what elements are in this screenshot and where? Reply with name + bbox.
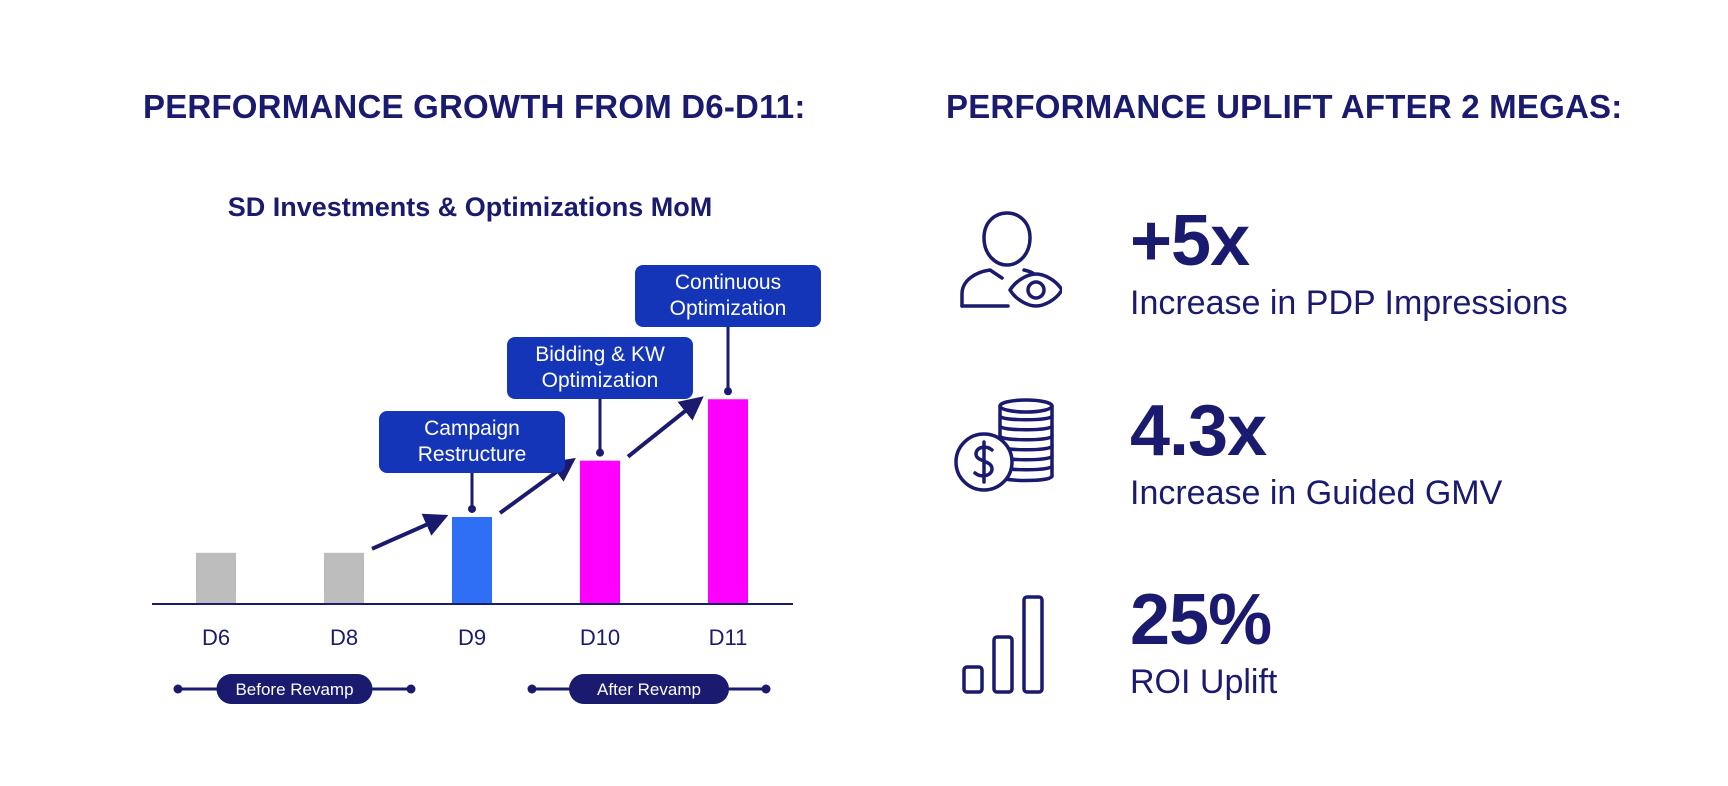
period-label: After Revamp	[597, 680, 701, 699]
bar-d9	[452, 516, 492, 604]
callout-text: Bidding & KW	[535, 343, 665, 366]
callout-box	[507, 337, 693, 399]
metric-value: +5x	[1130, 201, 1250, 281]
growth-arrow	[626, 396, 704, 459]
metric-guided-gmv: 4.3x Increase in Guided GMV	[952, 391, 1692, 546]
callout-d10: Bidding & KW Optimization	[507, 337, 693, 457]
callout-box	[379, 411, 565, 473]
callout-dot	[468, 504, 476, 513]
metric-label: Increase in PDP Impressions	[1130, 284, 1568, 322]
x-tick-label: D9	[458, 625, 486, 650]
callout-text: Restructure	[418, 443, 527, 466]
period-label: Before Revamp	[235, 680, 353, 699]
user-eye-icon	[960, 211, 1062, 308]
chart-title: SD Investments & Optimizations MoM	[227, 192, 713, 222]
coins-dollar-icon	[954, 398, 1054, 492]
x-tick-label: D10	[580, 625, 620, 650]
callout-dot	[596, 448, 604, 457]
bar-chart-icon	[962, 595, 1044, 694]
bar-d11	[708, 399, 748, 604]
callout-text: Campaign	[424, 417, 520, 440]
period-after: After Revamp	[527, 674, 771, 704]
x-tick-label: D6	[202, 625, 230, 650]
period-pill	[216, 674, 373, 704]
period-pill	[569, 674, 729, 704]
period-before: Before Revamp	[173, 674, 416, 704]
period-end-dot	[761, 684, 771, 694]
metric-value: 4.3x	[1130, 391, 1267, 471]
x-tick-label: D11	[709, 625, 748, 650]
bar-d10	[580, 460, 620, 604]
right-heading: PERFORMANCE UPLIFT AFTER 2 MEGAS:	[946, 88, 1623, 125]
metric-value: 25%	[1130, 580, 1272, 660]
callout-box	[635, 265, 821, 327]
period-end-dot	[527, 684, 537, 694]
callout-text: Optimization	[670, 297, 787, 320]
callout-dot	[724, 387, 732, 396]
callout-text: Continuous	[675, 271, 781, 294]
metric-roi-uplift: 25% ROI Uplift	[952, 580, 1692, 735]
bar-d6	[196, 552, 236, 604]
x-tick-label: D8	[330, 625, 358, 650]
metric-label: Increase in Guided GMV	[1130, 474, 1503, 512]
period-end-dot	[406, 684, 416, 694]
bar-d8	[324, 552, 364, 604]
callout-d11: Continuous Optimization	[635, 265, 821, 396]
callout-text: Optimization	[542, 369, 659, 392]
growth-arrow	[371, 513, 449, 551]
metric-label: ROI Uplift	[1130, 663, 1278, 701]
left-heading: PERFORMANCE GROWTH FROM D6-D11:	[143, 88, 806, 125]
period-end-dot	[173, 684, 183, 694]
metric-pdp-impressions: +5x Increase in PDP Impressions	[952, 201, 1692, 356]
callout-d9: Campaign Restructure	[379, 411, 565, 513]
